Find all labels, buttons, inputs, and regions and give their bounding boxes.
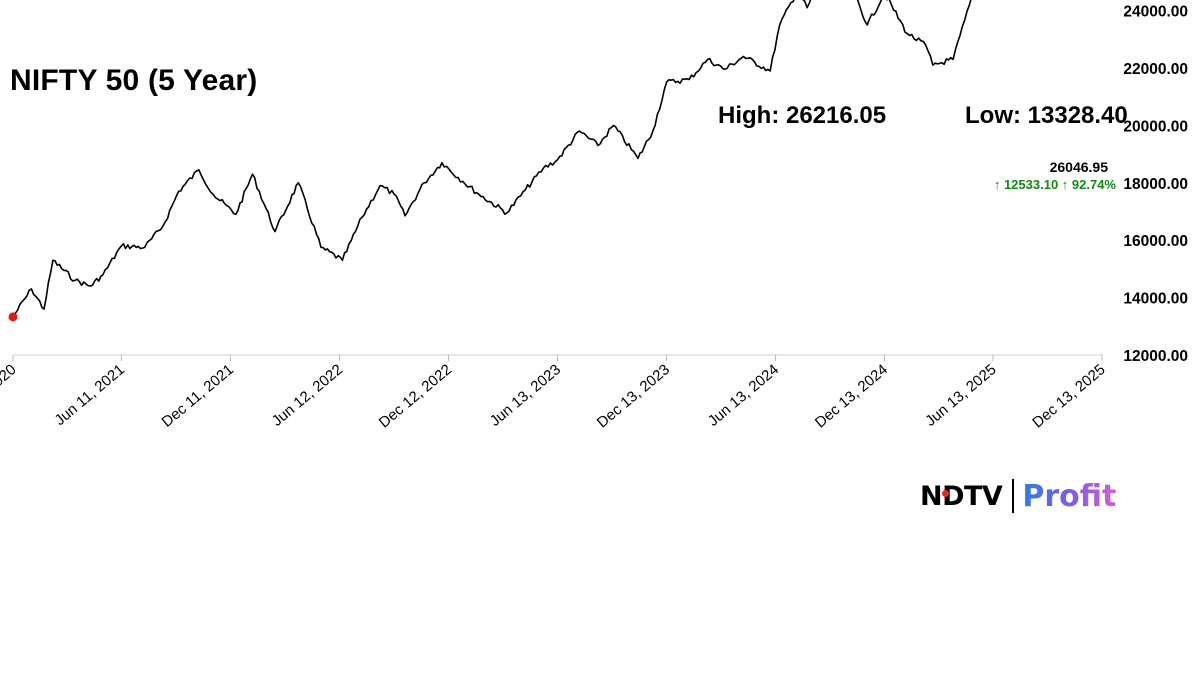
high-label: High: 26216.05 [718, 102, 887, 129]
x-tick-label: Jun 11, 2021 [51, 361, 128, 429]
price-line [12, 0, 972, 318]
logo-divider [1012, 479, 1015, 513]
x-tick-label: Dec 11, 2021 [159, 361, 237, 431]
chart-title: NIFTY 50 (5 Year) [10, 64, 258, 97]
y-tick-label: 20000.00 [1123, 118, 1188, 135]
logo-dot-icon [942, 490, 949, 497]
y-axis: 12000.00 14000.00 16000.00 18000.00 20000.00… [1123, 4, 1188, 365]
y-tick-label: 24000.00 [1123, 4, 1188, 21]
logo-ndtv: NDTV [920, 480, 1003, 512]
change-label: ↑ 12533.10 ↑ 92.74% [994, 177, 1117, 192]
y-tick-label: 12000.00 [1123, 348, 1188, 365]
y-tick-label: 14000.00 [1123, 291, 1188, 308]
x-tick-label: Dec 13, 2023 [594, 361, 673, 431]
y-tick-label: 18000.00 [1123, 176, 1188, 193]
ndtv-profit-logo: NDTV Profit [920, 478, 1116, 514]
low-marker [8, 312, 18, 322]
low-label: Low: 13328.40 [965, 102, 1128, 129]
y-tick-label: 22000.00 [1123, 61, 1188, 78]
x-tick-label: Jun 12, 2022 [269, 361, 346, 430]
x-tick-label: Jun 13, 2025 [922, 361, 999, 430]
y-tick-label: 16000.00 [1123, 233, 1188, 250]
x-tick-label: Dec 11, 2020 [0, 361, 20, 431]
x-tick-label: Dec 13, 2025 [1029, 361, 1108, 431]
x-tick-label: Dec 12, 2022 [376, 361, 455, 431]
last-value-label: 26046.95 [1050, 159, 1109, 175]
x-axis: Dec 11, 2020 Jun 11, 2021 Dec 11, 2021 Jun … [0, 355, 1109, 431]
x-tick-label: Dec 13, 2024 [812, 361, 891, 431]
logo-profit: Profit [1022, 478, 1117, 514]
x-tick-label: Jun 13, 2024 [705, 361, 782, 430]
x-tick-label: Jun 13, 2023 [487, 361, 564, 430]
